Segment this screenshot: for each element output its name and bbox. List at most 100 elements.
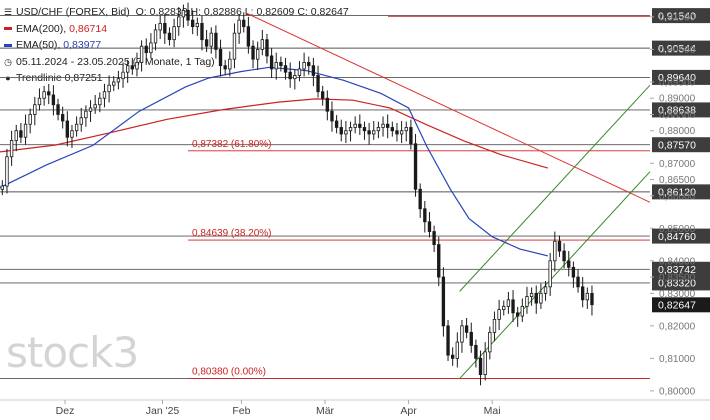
candle-body xyxy=(126,65,130,73)
candle-body xyxy=(395,130,399,135)
candle-body xyxy=(256,49,260,60)
candle-body xyxy=(520,305,524,317)
candle-body xyxy=(399,130,404,135)
level-label-box xyxy=(652,261,710,277)
candle-body xyxy=(195,23,199,28)
level-label: 0,91540 xyxy=(658,10,696,22)
candle-body xyxy=(571,266,576,278)
candle-body xyxy=(228,58,232,70)
watermark-logo: stock3 xyxy=(6,328,139,377)
y-tick-label: 0,86500 xyxy=(659,175,696,186)
candle-body xyxy=(353,123,357,128)
candle-body xyxy=(5,156,9,187)
candle-body xyxy=(446,325,450,356)
candle-body xyxy=(265,39,269,57)
candle-body xyxy=(464,325,469,333)
candle-body xyxy=(321,91,325,99)
candle-body xyxy=(209,32,213,47)
candle-body xyxy=(246,26,251,47)
legend-trend: Trendlinie xyxy=(16,72,62,84)
candle-body xyxy=(88,107,93,112)
y-tick-label: 0,90500 xyxy=(659,45,696,56)
candle-body xyxy=(70,130,74,138)
legend-range: 05.11.2024 - 23.05.2025 (7 Monate, 1 Tag… xyxy=(16,55,215,68)
level-label: 0,87570 xyxy=(658,140,696,152)
candles-layer xyxy=(0,2,594,386)
candle-body xyxy=(47,91,51,96)
y-tick-label: 0,89500 xyxy=(659,77,696,88)
ema50-swatch-icon xyxy=(4,43,12,47)
candle-body xyxy=(474,344,478,359)
candle-body xyxy=(116,78,121,83)
candle-body xyxy=(362,127,367,132)
candle-body xyxy=(51,94,56,106)
level-label-box xyxy=(652,275,710,291)
candle-body xyxy=(562,250,566,262)
candle-body xyxy=(502,305,506,310)
candle-body xyxy=(232,32,237,60)
candle-body xyxy=(455,341,459,359)
candle-body xyxy=(204,39,209,47)
candle-body xyxy=(191,19,195,28)
level-label: 0,90544 xyxy=(658,43,696,55)
candle-body xyxy=(492,318,497,333)
channel-upper-line xyxy=(459,84,651,292)
level-label: 0,84760 xyxy=(658,231,696,243)
x-tick-label: Mär xyxy=(316,405,335,417)
candle-body xyxy=(23,123,28,138)
level-label-box xyxy=(652,69,710,85)
y-tick-label: 0,88000 xyxy=(659,126,696,137)
candle-body xyxy=(404,127,408,132)
candle-body xyxy=(553,240,557,262)
candle-body xyxy=(33,104,37,115)
x-tick-label: Feb xyxy=(232,405,250,417)
legend-ema200-row: EMA(200), 0,86714 xyxy=(4,21,349,38)
candle-body xyxy=(576,276,580,288)
candle-body xyxy=(525,296,529,307)
level-label: 0,83742 xyxy=(658,264,696,276)
x-tick-label: Apr xyxy=(400,405,417,417)
indicator-lines-layer xyxy=(0,12,651,379)
ema200-swatch-icon xyxy=(4,27,12,31)
y-tick-label: 0,84000 xyxy=(659,256,696,267)
candle-body xyxy=(567,260,571,268)
candle-body xyxy=(130,65,134,70)
candle-body xyxy=(585,292,589,301)
candle-body xyxy=(28,114,32,125)
y-tick-label: 0,89000 xyxy=(659,94,696,105)
candle-body xyxy=(581,286,585,301)
candle-body xyxy=(348,127,353,132)
y-tick-label: 0,86000 xyxy=(659,191,696,202)
candle-body xyxy=(478,357,483,376)
candle-body xyxy=(135,62,139,70)
candle-body xyxy=(181,10,186,18)
candle-body xyxy=(427,221,432,232)
candle-body xyxy=(84,110,88,119)
candle-body xyxy=(279,62,283,67)
candle-body xyxy=(311,65,316,76)
menu-icon[interactable]: ☰ xyxy=(4,7,13,17)
level-label-box xyxy=(652,8,710,24)
candle-body xyxy=(121,71,125,80)
candle-body xyxy=(56,104,60,115)
candle-body xyxy=(437,244,441,278)
candle-body xyxy=(167,32,172,41)
current-price-box xyxy=(652,297,710,313)
candle-body xyxy=(539,292,543,304)
candle-body xyxy=(107,84,111,93)
candle-body xyxy=(441,276,446,327)
candle-body xyxy=(376,127,381,132)
candle-body xyxy=(177,16,181,28)
y-tick-label: 0,83000 xyxy=(659,289,696,300)
candle-body xyxy=(451,354,455,359)
x-tick-label: Dez xyxy=(56,405,75,417)
y-tick-label: 0,85000 xyxy=(659,224,696,235)
legend-trend-row: ● Trendlinie 0,87251 xyxy=(4,70,349,87)
candle-body xyxy=(163,23,167,34)
y-tick-label: 0,81000 xyxy=(659,354,696,365)
candle-body xyxy=(297,68,302,76)
candle-body xyxy=(288,71,292,80)
candle-body xyxy=(98,97,102,106)
candle-body xyxy=(283,65,288,73)
